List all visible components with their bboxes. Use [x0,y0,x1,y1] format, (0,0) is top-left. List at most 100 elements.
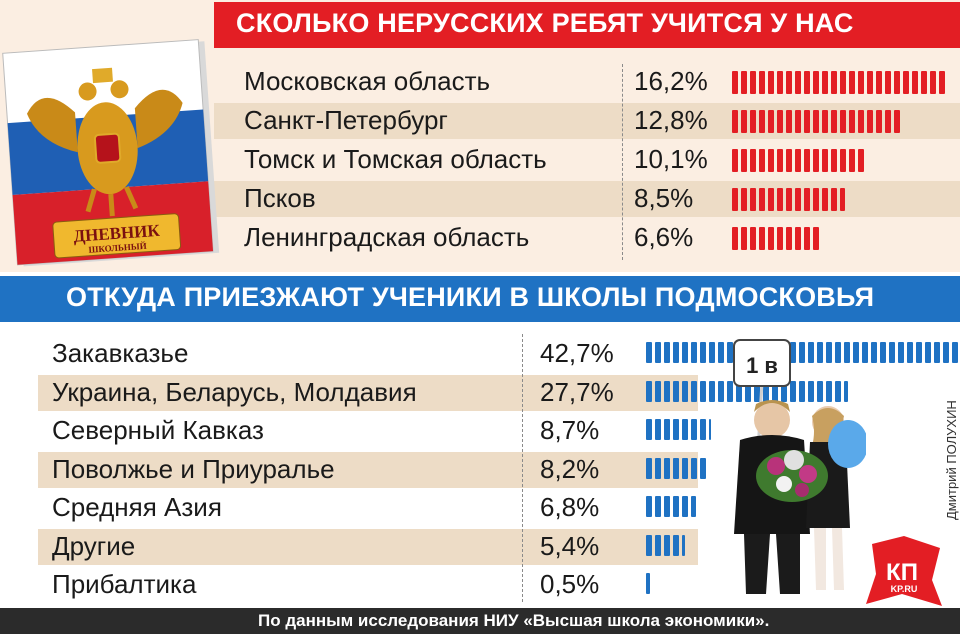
bar-segment [822,188,828,211]
chart-row: Прибалтика 0,5% [38,567,960,603]
bar-segment [799,380,805,402]
bar-segment [750,71,756,94]
value-label: 27,7% [540,376,614,407]
bar-segment [903,71,909,94]
bar-segment [709,419,711,440]
category-label: Санкт-Петербург [244,105,448,135]
bar-segment [732,71,738,94]
row-stripe [38,374,698,411]
bar-segment [817,342,823,363]
bar-segment [808,342,814,363]
bar-segment [727,380,733,402]
bar-segment [759,71,765,94]
bar-segment [795,149,801,172]
chart-row: Северный Кавказ 8,7% [38,413,960,449]
bar-segment [912,71,918,94]
bar-segment [741,71,747,94]
bar-segment [831,110,837,133]
schoolchildren-photo: 1 в [733,339,866,594]
bar-segment [934,342,940,363]
row-stripe [38,528,698,565]
bar-segment [804,227,810,250]
bar-segment [813,227,819,250]
bar-segment [732,188,738,211]
bar-segment [786,110,792,133]
chart-row: Томск и Томская область 10,1% [214,142,960,178]
bar-segment [916,342,922,363]
bar-segment [741,149,747,172]
kp-logo: КП KP.RU [866,536,942,606]
bar-segment [682,380,688,402]
bar-segment [930,71,936,94]
bar-segment [646,342,652,363]
bar-segment [768,149,774,172]
bar-segment [804,71,810,94]
chart-row: Псков 8,5% [214,181,960,217]
bar-segment [921,71,927,94]
bar-segment [673,534,679,556]
bar-segment [880,342,886,363]
bar-segment [831,149,837,172]
bar-segment [822,71,828,94]
bar-segment [781,380,787,402]
value-label: 16,2% [634,66,708,96]
value-label: 5,4% [540,530,600,561]
bottom-chart-title-banner: ОТКУДА ПРИЕЗЖАЮТ УЧЕНИКИ В ШКОЛЫ ПОДМОСК… [0,276,960,322]
category-label: Ленинградская область [244,222,530,252]
bar-segment [786,227,792,250]
bar-segment [795,227,801,250]
bar-segment [768,110,774,133]
flower-bouquet [756,450,828,502]
bar-segment [646,457,652,479]
bar-segment [777,110,783,133]
bar-segment [646,380,652,402]
bar-segment [664,496,670,517]
bar-segment [777,149,783,172]
double-headed-eagle-icon [26,67,183,217]
bar-segment [736,380,742,402]
bar-segment [849,149,855,172]
chart-row: Украина, Беларусь, Молдавия 27,7% [38,374,960,411]
bar-segment [840,110,846,133]
bar-segment [655,496,661,517]
bar-segment [682,457,688,479]
bar-segment [700,419,706,440]
bar-segment [682,419,688,440]
category-label: Прибалтика [52,569,197,599]
bar-segment [750,110,756,133]
bar-segment [655,534,661,556]
bar-segment [898,342,904,363]
bar-segment [885,71,891,94]
bar-segment [700,342,706,363]
bar-segment [858,149,864,172]
category-label: Томск и Томская область [244,144,547,174]
bar-segment [876,71,882,94]
bar-segment [646,419,652,440]
bar-segment [691,419,697,440]
bar-segment [835,380,841,402]
bar-segment [777,188,783,211]
row-stripe [214,181,960,217]
bar-segment [655,457,661,479]
bar-segment [826,380,832,402]
bar-segment [858,110,864,133]
bar-segment [673,342,679,363]
bar-segment [664,534,670,556]
bar-segment [655,342,661,363]
class-sign [733,339,791,387]
chart-row: Поволжье и Приуралье 8,2% [38,451,960,488]
bar-segment [844,342,850,363]
bar-segment [813,71,819,94]
source-note: По данным исследования НИУ «Высшая школа… [258,611,770,630]
bar-segment [786,71,792,94]
bar-segment [763,380,769,402]
photo-credit: Дмитрий ПОЛУХИН [944,400,959,520]
bar-segment [777,71,783,94]
bar-segment [804,110,810,133]
bar-segment [745,380,751,402]
bar-segment [682,342,688,363]
bar-segment [741,110,747,133]
category-label: Средняя Азия [52,492,222,522]
bar-segment [646,573,650,594]
